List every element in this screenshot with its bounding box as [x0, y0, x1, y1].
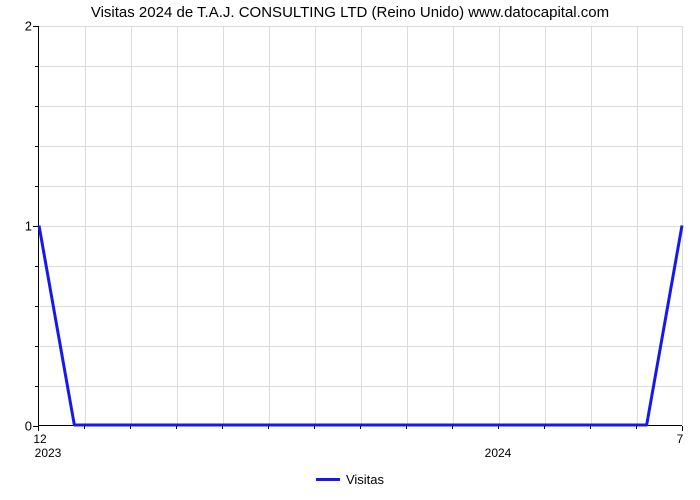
chart-title: Visitas 2024 de T.A.J. CONSULTING LTD (R… [0, 4, 700, 21]
x-minor-tick [84, 426, 85, 429]
x-major-tick [38, 426, 39, 431]
y-tick-label: 2 [8, 19, 32, 34]
plot-area [38, 26, 682, 426]
legend: Visitas [0, 472, 700, 487]
x-minor-tick [544, 426, 545, 429]
x-major-tick [682, 426, 683, 431]
x-tick-label: 7 [677, 432, 684, 446]
x-minor-tick [498, 426, 499, 429]
x-minor-tick [130, 426, 131, 429]
x-minor-tick [590, 426, 591, 429]
x-minor-tick [636, 426, 637, 429]
x-minor-tick [452, 426, 453, 429]
x-minor-tick [406, 426, 407, 429]
x-year-label: 2024 [485, 446, 512, 460]
chart-container: Visitas 2024 de T.A.J. CONSULTING LTD (R… [0, 0, 700, 500]
gridline-v [682, 26, 683, 425]
x-minor-tick [314, 426, 315, 429]
x-minor-tick [176, 426, 177, 429]
y-tick-label: 1 [8, 219, 32, 234]
x-year-label: 2023 [35, 446, 62, 460]
x-tick-label: 12 [33, 432, 46, 446]
legend-label: Visitas [346, 472, 384, 487]
x-minor-tick [268, 426, 269, 429]
x-minor-tick [222, 426, 223, 429]
legend-swatch [316, 478, 340, 481]
x-minor-tick [360, 426, 361, 429]
y-tick-label: 0 [8, 419, 32, 434]
series-line-visitas [39, 26, 682, 425]
